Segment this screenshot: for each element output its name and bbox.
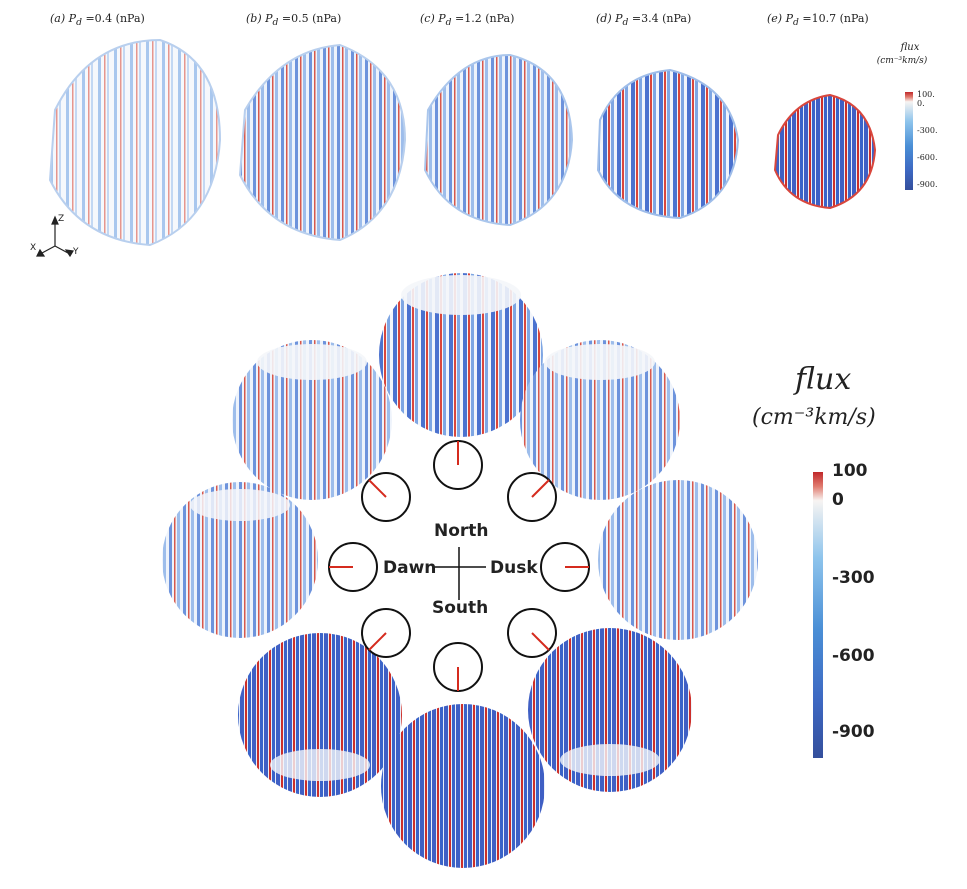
small-tick-100: 100. <box>917 90 935 99</box>
clock-dial-2 <box>540 542 590 592</box>
sphere-map-6 <box>162 482 318 638</box>
compass-cross <box>434 547 486 600</box>
panel-c-surface <box>423 53 574 227</box>
panel-label-e: (e) Pd =10.7 (nPa) <box>767 12 869 29</box>
large-tick-300: -300 <box>832 568 875 588</box>
clock-dial-3 <box>507 608 557 658</box>
panel-d-surface <box>596 68 740 220</box>
large-tick-600: -600 <box>832 646 875 666</box>
panel-label-b: (b) Pd =0.5 (nPa) <box>246 12 342 29</box>
panel-b-surface <box>238 43 407 242</box>
small-colorbar-title: flux <box>900 42 920 53</box>
large-tick-900: -900 <box>832 722 875 742</box>
sphere-map-0 <box>379 273 543 437</box>
small-tick-300: -300. <box>917 126 938 135</box>
panel-e-surface <box>773 93 877 210</box>
small-tick-0: 0. <box>917 99 925 108</box>
compass-dusk: Dusk <box>490 558 538 578</box>
clock-dial-5 <box>361 608 411 658</box>
axis-z-label: Z <box>58 214 65 224</box>
large-tick-100: 100 <box>832 461 868 481</box>
axis-x-label: X <box>30 243 37 253</box>
sphere-map-5 <box>238 633 402 797</box>
small-tick-600: -600. <box>917 153 938 162</box>
large-colorbar-title: flux <box>795 362 852 397</box>
sphere-map-7 <box>232 340 392 500</box>
panel-label-a: (a) Pd =0.4 (nPa) <box>50 12 145 29</box>
axis-y-label: Y <box>73 247 79 257</box>
clock-dial-0 <box>433 440 483 490</box>
sphere-map-1 <box>520 340 680 500</box>
sphere-map-3 <box>528 628 692 792</box>
clock-dial-7 <box>361 472 411 522</box>
clock-dial-1 <box>507 472 557 522</box>
axes-triad <box>36 215 74 258</box>
sphere-map-4 <box>381 704 545 868</box>
large-tick-0: 0 <box>832 490 844 510</box>
compass-dawn: Dawn <box>383 558 437 578</box>
compass-north: North <box>434 521 489 541</box>
panel-label-d: (d) Pd =3.4 (nPa) <box>596 12 692 29</box>
large-colorbar-unit: (cm⁻³km/s) <box>752 405 876 430</box>
clock-dial-6 <box>328 542 378 592</box>
sphere-map-2 <box>598 480 758 640</box>
small-colorbar-unit: (cm⁻³km/s) <box>876 56 928 66</box>
small-tick-900: -900. <box>917 180 938 189</box>
small-colorbar <box>905 92 913 190</box>
compass-south: South <box>432 598 489 618</box>
panel-label-c: (c) Pd =1.2 (nPa) <box>420 12 515 29</box>
large-colorbar <box>813 472 823 758</box>
panel-a-surface <box>48 38 222 247</box>
clock-dial-4 <box>433 642 483 692</box>
